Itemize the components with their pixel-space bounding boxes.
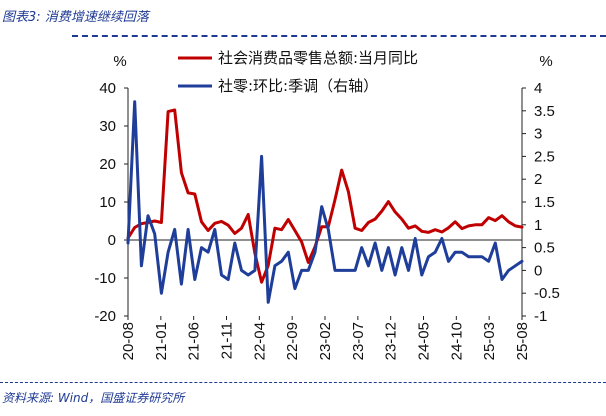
left-tick-label: 40	[99, 80, 116, 97]
right-tick-label: 2.5	[534, 148, 555, 165]
retail-sales-mom-line	[126, 100, 524, 304]
retail-sales-yoy-line	[126, 108, 524, 284]
right-tick-label: 3	[534, 126, 542, 143]
x-tick-label: 23-02	[317, 322, 334, 360]
source-note: 资料来源: Wind，国盛证券研究所	[2, 391, 185, 405]
x-tick-label: 22-04	[251, 322, 268, 360]
x-tick-label: 21-11	[219, 322, 236, 359]
right-tick-label: -0.5	[534, 285, 560, 302]
left-unit-label: %	[113, 53, 126, 70]
x-tick-label: 24-10	[448, 322, 465, 360]
x-tick-label: 23-07	[350, 322, 367, 360]
right-tick-label: 2	[534, 171, 542, 188]
legend-label: 社会消费品零售总额:当月同比	[218, 49, 418, 67]
right-unit-label: %	[539, 53, 552, 70]
right-tick-label: 0.5	[534, 240, 555, 257]
chart-series	[126, 100, 524, 304]
right-tick-label: 3.5	[534, 103, 555, 120]
chart-axes: % % 40 30 20 10 0 -10 -20 4 3.5 3 2.5 2 1.5 1 0.5 0 -0.5 -1…	[94, 53, 560, 360]
left-tick-label: -10	[94, 270, 116, 287]
figure-title: 图表3: 消费增速继续回落	[2, 10, 149, 25]
right-tick-label: 4	[534, 80, 542, 97]
x-tick-label: 25-08	[514, 322, 531, 360]
left-tick-label: 10	[99, 194, 116, 211]
legend-label: 社零:环比:季调（右轴）	[218, 77, 378, 95]
top-divider	[72, 35, 606, 37]
line-chart: % % 40 30 20 10 0 -10 -20 4 3.5 3 2.5 2 1.5 1 0.5 0 -0.5 -1…	[94, 49, 560, 360]
left-tick-label: 0	[108, 232, 116, 249]
left-tick-label: 30	[99, 118, 116, 135]
left-tick-label: -20	[94, 308, 116, 325]
x-tick-label: 21-01	[153, 322, 170, 360]
x-tick-label: 20-08	[120, 322, 137, 360]
right-tick-label: 0	[534, 262, 542, 279]
x-tick-label: 21-06	[186, 322, 203, 360]
right-tick-label: 1	[534, 217, 542, 234]
right-tick-label: -1	[534, 308, 547, 325]
x-tick-label: 22-09	[284, 322, 301, 360]
left-tick-label: 20	[99, 156, 116, 173]
bottom-divider	[0, 382, 606, 383]
x-tick-label: 25-03	[481, 322, 498, 360]
x-tick-label: 23-12	[383, 322, 400, 360]
x-tick-label: 24-05	[416, 322, 433, 360]
right-tick-label: 1.5	[534, 194, 555, 211]
